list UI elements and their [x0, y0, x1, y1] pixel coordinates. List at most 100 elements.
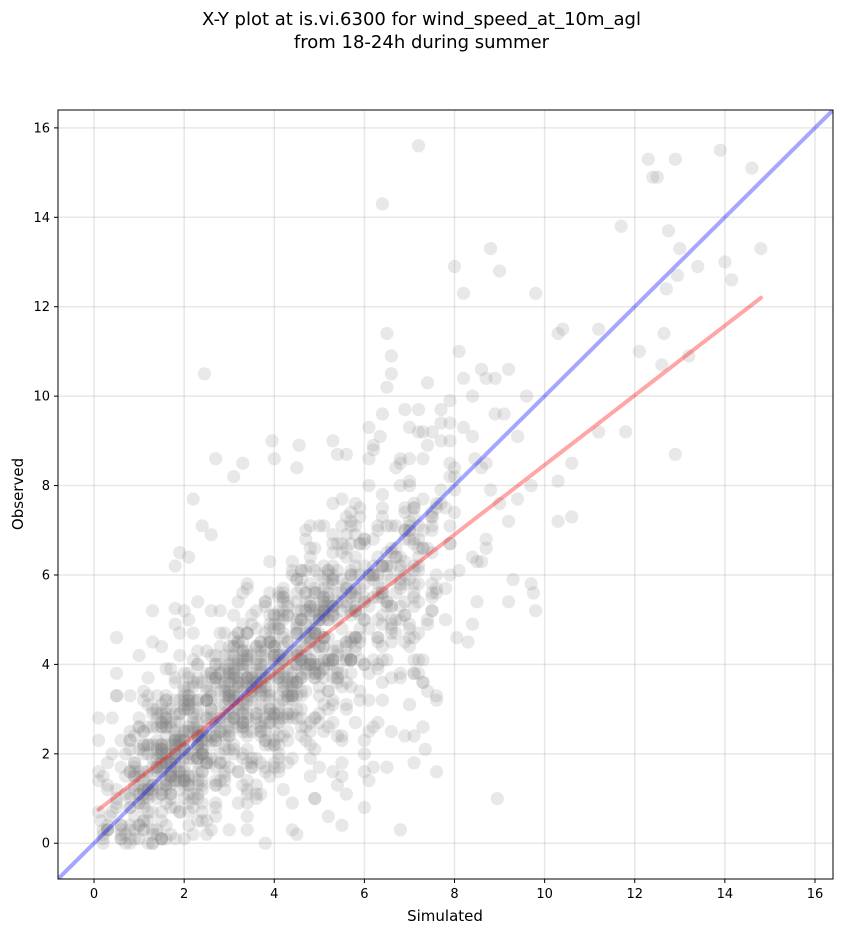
scatter-point [371, 586, 385, 600]
scatter-point [222, 666, 236, 680]
scatter-point [236, 720, 250, 734]
scatter-point [177, 666, 191, 680]
scatter-point [281, 671, 295, 685]
scatter-point [173, 765, 187, 779]
scatter-point [186, 675, 200, 689]
scatter-point [150, 760, 164, 774]
scatter-point [137, 765, 151, 779]
scatter-point [200, 666, 214, 680]
scatter-point [402, 420, 417, 434]
scatter-point [443, 416, 457, 430]
scatter-point [182, 778, 196, 792]
scatter-point [303, 604, 317, 618]
scatter-point [326, 644, 340, 658]
scatter-point [123, 791, 137, 806]
scatter-point [186, 711, 200, 725]
scatter-point [222, 729, 236, 743]
scatter-point [218, 684, 232, 698]
scatter-point [200, 756, 214, 770]
scatter-point [330, 639, 344, 654]
scatter-point [375, 559, 389, 573]
scatter-point [285, 689, 299, 703]
scatter-point [402, 631, 417, 645]
scatter-point [425, 523, 439, 537]
scatter-point [299, 720, 313, 734]
scatter-point [294, 604, 308, 618]
scatter-point [159, 778, 173, 792]
scatter-point [272, 671, 286, 685]
scatter-point [326, 599, 340, 613]
scatter-point [321, 720, 335, 734]
scatter-point [164, 756, 178, 770]
scatter-point [213, 666, 227, 680]
scatter-point [420, 541, 435, 555]
scatter-point [416, 541, 430, 555]
scatter-point [380, 760, 394, 774]
scatter-point [191, 724, 205, 739]
scatter-point [137, 774, 151, 788]
scatter-point [407, 577, 421, 591]
scatter-point [326, 434, 340, 448]
scatter-point [330, 675, 344, 689]
scatter-point [173, 733, 187, 748]
scatter-point [276, 631, 290, 645]
scatter-point [321, 653, 335, 667]
scatter-point [339, 675, 353, 689]
scatter-point [191, 715, 205, 730]
scatter-point [713, 143, 728, 157]
scatter-point [155, 832, 169, 846]
scatter-point [258, 711, 272, 725]
scatter-point [155, 742, 169, 756]
scatter-point [186, 707, 200, 721]
scatter-point [263, 707, 277, 721]
scatter-point [182, 747, 196, 761]
scatter-point [434, 483, 448, 497]
scatter-point [429, 586, 444, 600]
scatter-point [137, 787, 151, 801]
scatter-point [303, 769, 317, 783]
scatter-point [389, 550, 403, 564]
scatter-point [321, 684, 335, 698]
scatter-point [195, 805, 209, 819]
scatter-point [254, 675, 268, 689]
scatter-point [416, 653, 430, 667]
scatter-point [213, 626, 227, 640]
scatter-point [155, 742, 169, 756]
scatter-point [249, 657, 263, 672]
scatter-point [128, 756, 142, 770]
scatter-point [380, 595, 394, 609]
scatter-point [168, 769, 182, 783]
scatter-point [317, 590, 331, 604]
scatter-point [411, 563, 426, 578]
scatter-point [195, 783, 209, 797]
scatter-point [150, 747, 164, 761]
scatter-point [137, 783, 151, 797]
scatter-point [191, 707, 205, 721]
scatter-point [362, 568, 376, 582]
scatter-point [276, 693, 290, 707]
scatter-point [159, 747, 173, 761]
scatter-point [227, 711, 241, 725]
scatter-point [371, 613, 385, 627]
scatter-point [326, 698, 340, 712]
scatter-point [474, 461, 489, 475]
scatter-point [272, 653, 286, 667]
scatter-point [303, 595, 317, 609]
scatter-point [204, 823, 218, 837]
scatter-point [159, 689, 173, 703]
scatter-point [339, 595, 353, 609]
scatter-point [272, 751, 286, 765]
scatter-point [299, 604, 313, 618]
scatter-point [249, 787, 263, 801]
scatter-point [132, 818, 146, 832]
scatter-point [240, 823, 254, 837]
scatter-point [407, 496, 421, 510]
scatter-point [272, 689, 286, 703]
scatter-point [236, 675, 250, 689]
scatter-point [195, 724, 209, 739]
scatter-point [132, 648, 146, 663]
scatter-point [110, 791, 124, 806]
scatter-point [335, 586, 349, 600]
scatter-point [303, 653, 317, 667]
scatter-point [411, 559, 426, 573]
